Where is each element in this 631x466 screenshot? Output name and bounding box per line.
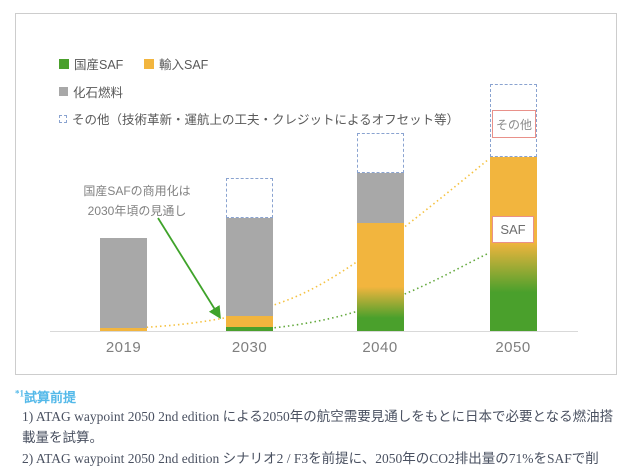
x-tick-2040: 2040 (362, 339, 398, 356)
bar-2040 (356, 133, 404, 331)
segment-other (356, 133, 404, 173)
legend-label-fossil-fuel: 化石燃料 (73, 86, 124, 100)
footnote-marker: *1 (15, 388, 24, 399)
legend-item-imported-saf: 輸入SAF (144, 54, 208, 73)
saf-tag-box: SAF (492, 216, 534, 243)
segment-imported-saf (226, 316, 273, 327)
x-tick-2050: 2050 (495, 339, 531, 356)
fossil-fuel-swatch-icon (59, 87, 68, 96)
footnote-item-1: 1) ATAG waypoint 2050 2nd edition による205… (22, 409, 614, 445)
bar-2050 (489, 84, 537, 331)
domestic-saf-swatch-icon (59, 58, 69, 69)
saf-tag-label: SAF (500, 222, 526, 237)
segment-saf-blend (489, 157, 537, 331)
segment-other (226, 178, 273, 218)
legend-label-imported-saf: 輸入SAF (159, 58, 209, 72)
other-tag-label: その他 (495, 117, 532, 132)
footnote-item-2: 2) ATAG waypoint 2050 2nd edition シナリオ2 … (22, 451, 599, 466)
x-tick-2019: 2019 (105, 339, 142, 356)
x-tick-2030: 2030 (231, 339, 268, 356)
segment-domestic-saf (226, 327, 273, 331)
legend-item-other: その他（技術革新・運航上の工夫・クレジットによるオフセット等） (59, 109, 459, 128)
other-swatch-icon (59, 114, 67, 123)
legend-label-domestic-saf: 国産SAF (74, 58, 124, 72)
annotation-line-2: 2030年頃の見通し (87, 204, 187, 218)
bar-2019 (100, 238, 147, 331)
footnote-title: *1試算前提 (15, 387, 76, 406)
segment-fossil-fuel (356, 173, 404, 223)
other-tag-box: その他 (492, 110, 536, 138)
segment-fossil-fuel (100, 238, 147, 328)
x-axis-line (50, 331, 578, 332)
segment-saf-blend (356, 223, 404, 331)
legend-item-fossil-fuel: 化石燃料 (59, 82, 123, 101)
imported-saf-swatch-icon (144, 58, 154, 69)
annotation-line-1: 国産SAFの商用化は (83, 184, 191, 198)
bar-2030 (226, 178, 273, 331)
annotation-domestic-saf-note: 国産SAFの商用化は 2030年頃の見通し (72, 181, 202, 221)
segment-fossil-fuel (226, 218, 273, 316)
footnote-title-text: 試算前提 (24, 390, 77, 405)
segment-imported-saf (100, 328, 147, 331)
legend-label-other: その他（技術革新・運航上の工夫・クレジットによるオフセット等） (72, 113, 460, 127)
footnote-list: 1) ATAG waypoint 2050 2nd edition による205… (22, 406, 622, 466)
legend-item-domestic-saf: 国産SAF (59, 54, 123, 73)
